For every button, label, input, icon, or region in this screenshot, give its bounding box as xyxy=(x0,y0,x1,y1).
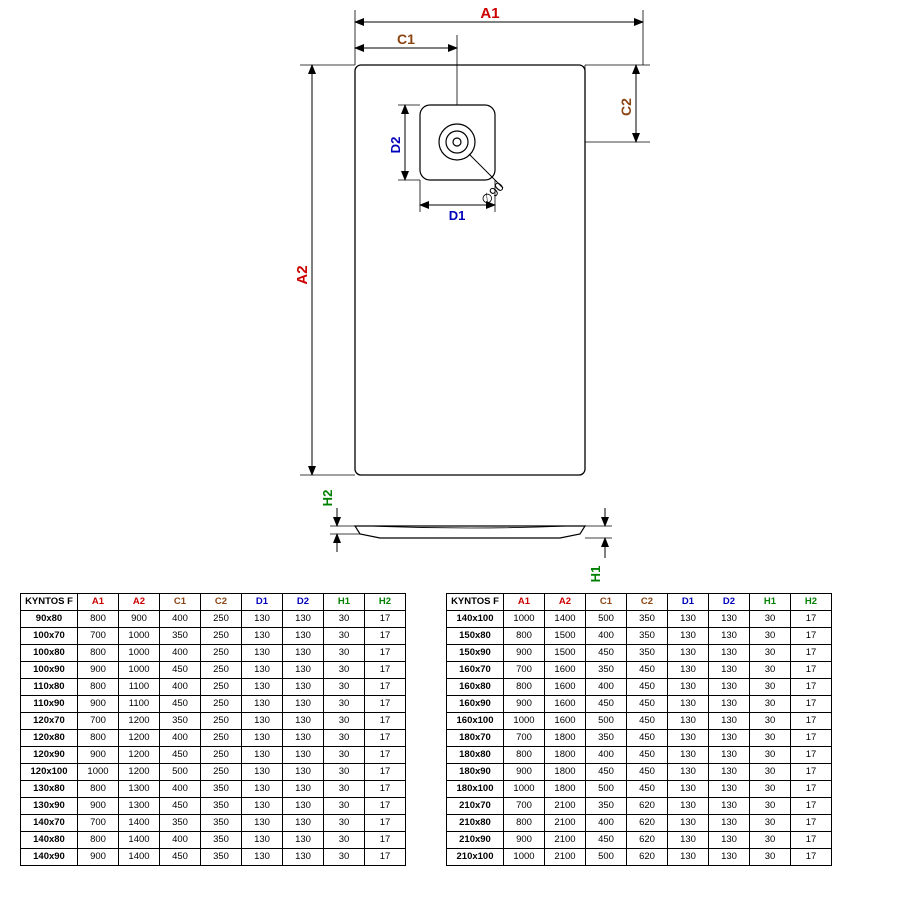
table-row: 110x9090011004502501301303017 xyxy=(21,696,406,713)
table-row: 140x100100014005003501301303017 xyxy=(447,611,832,628)
table-row: 100x8080010004002501301303017 xyxy=(21,645,406,662)
table-row: 140x9090014004503501301303017 xyxy=(21,849,406,866)
table-row: 140x8080014004003501301303017 xyxy=(21,832,406,849)
table-row: 210x100100021005006201301303017 xyxy=(447,849,832,866)
side-profile xyxy=(355,526,585,538)
label-D1: D1 xyxy=(449,208,466,223)
table-row: 120x7070012003502501301303017 xyxy=(21,713,406,730)
table-row: 130x9090013004503501301303017 xyxy=(21,798,406,815)
table-left: KYNTOS FA1A2C1C2D1D2H1H290x8080090040025… xyxy=(20,593,406,866)
table-row: 180x100100018005004501301303017 xyxy=(447,781,832,798)
table-row: 120x100100012005002501301303017 xyxy=(21,764,406,781)
label-A2: A2 xyxy=(294,265,311,284)
table-row: 160x9090016004504501301303017 xyxy=(447,696,832,713)
label-C2: C2 xyxy=(618,98,634,116)
table-row: 210x8080021004006201301303017 xyxy=(447,815,832,832)
table-row: 100x9090010004502501301303017 xyxy=(21,662,406,679)
table-row: 140x7070014003503501301303017 xyxy=(21,815,406,832)
dimension-tables: KYNTOS FA1A2C1C2D1D2H1H290x8080090040025… xyxy=(0,593,900,866)
label-D2: D2 xyxy=(388,137,403,154)
table-row: 100x7070010003502501301303017 xyxy=(21,628,406,645)
label-H2: H2 xyxy=(320,490,335,507)
table-row: 160x100100016005004501301303017 xyxy=(447,713,832,730)
table-row: 120x8080012004002501301303017 xyxy=(21,730,406,747)
table-right: KYNTOS FA1A2C1C2D1D2H1H2140x100100014005… xyxy=(446,593,832,866)
table-row: 210x7070021003506201301303017 xyxy=(447,798,832,815)
label-C1: C1 xyxy=(397,31,415,47)
table-row: 180x8080018004004501301303017 xyxy=(447,747,832,764)
table-row: 90x808009004002501301303017 xyxy=(21,611,406,628)
table-row: 110x8080011004002501301303017 xyxy=(21,679,406,696)
technical-drawing: ∅90 A1 C1 A2 C2 D1 D2 H1 H2 xyxy=(0,0,900,590)
table-row: 180x7070018003504501301303017 xyxy=(447,730,832,747)
table-row: 160x7070016003504501301303017 xyxy=(447,662,832,679)
table-row: 210x9090021004506201301303017 xyxy=(447,832,832,849)
table-row: 120x9090012004502501301303017 xyxy=(21,747,406,764)
table-row: 130x8080013004003501301303017 xyxy=(21,781,406,798)
label-A1: A1 xyxy=(480,5,499,22)
label-H1: H1 xyxy=(588,566,603,583)
table-row: 150x8080015004003501301303017 xyxy=(447,628,832,645)
table-row: 180x9090018004504501301303017 xyxy=(447,764,832,781)
table-row: 150x9090015004503501301303017 xyxy=(447,645,832,662)
table-row: 160x8080016004004501301303017 xyxy=(447,679,832,696)
